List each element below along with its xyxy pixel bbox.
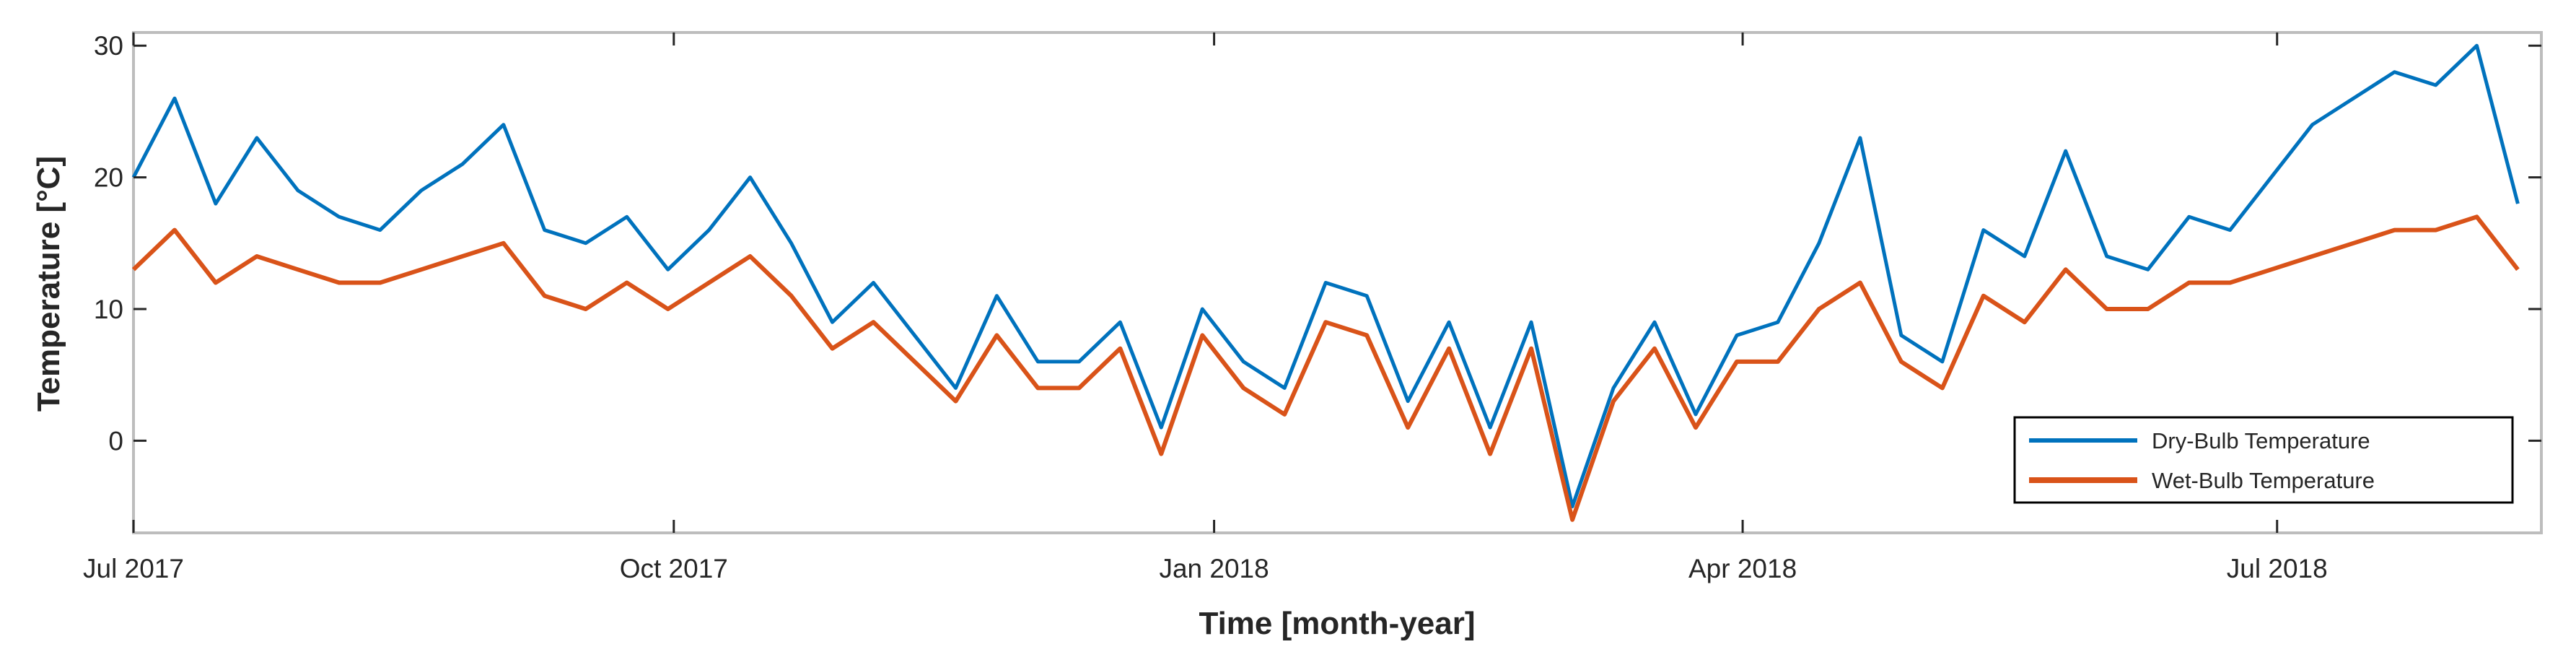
- x-axis-title: Time [month-year]: [1199, 606, 1475, 641]
- y-axis-title: Temperature [°C]: [31, 156, 66, 412]
- legend-label-wet-bulb: Wet-Bulb Temperature: [2152, 468, 2375, 493]
- legend-box: [2013, 416, 2514, 504]
- x-tick-label: Oct 2017: [620, 554, 728, 583]
- y-tick-label: 10: [94, 295, 123, 324]
- series-line-wet-bulb-temperature: [131, 214, 2520, 522]
- legend: Dry-Bulb Temperature Wet-Bulb Temperatur…: [2013, 416, 2514, 504]
- x-tick-label: Jan 2018: [1159, 554, 1269, 583]
- series-layer: [131, 43, 2520, 522]
- y-tick-label: 30: [94, 31, 123, 61]
- legend-label-dry-bulb: Dry-Bulb Temperature: [2152, 428, 2370, 453]
- series-line-dry-bulb-temperature: [131, 43, 2520, 508]
- y-tick-label: 20: [94, 163, 123, 193]
- x-tick-label: Jul 2018: [2227, 554, 2328, 583]
- y-tick-label: 0: [108, 426, 123, 456]
- x-axis: Jul 2017 Oct 2017 Jan 2018 Apr 2018 Jul 2018: [83, 32, 2328, 583]
- y-axis: 0 10 20 30: [94, 31, 2541, 456]
- x-tick-label: Jul 2017: [83, 554, 184, 583]
- x-tick-label: Apr 2018: [1688, 554, 1797, 583]
